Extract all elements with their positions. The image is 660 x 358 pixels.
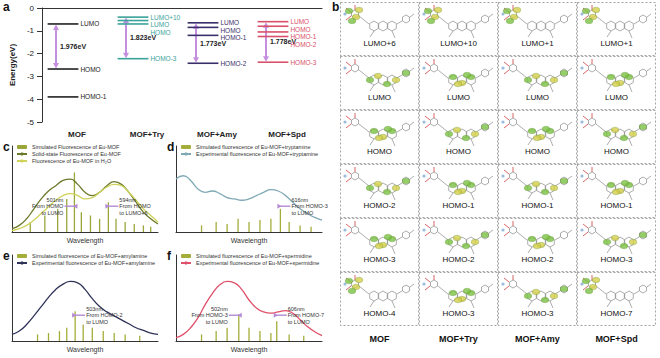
svg-text:c: c [3, 140, 10, 154]
svg-text:502nm: 502nm [211, 306, 228, 312]
svg-text:Wavelength: Wavelength [231, 346, 268, 354]
svg-text:to LUMO: to LUMO [41, 210, 64, 216]
svg-text:HOMO-3: HOMO-3 [290, 59, 316, 66]
svg-text:Energy(eV): Energy(eV) [8, 44, 17, 87]
svg-text:LUMO: LUMO [220, 19, 239, 26]
svg-text:HOMO-4: HOMO-4 [364, 309, 397, 318]
svg-text:HOMO-1: HOMO-1 [220, 34, 246, 41]
svg-text:From HOMO-2: From HOMO-2 [86, 312, 122, 318]
svg-text:0: 0 [30, 4, 35, 13]
svg-text:HOMO: HOMO [220, 27, 240, 34]
svg-text:HOMO-1: HOMO-1 [290, 33, 316, 40]
svg-text:LUMO: LUMO [526, 93, 549, 102]
svg-text:a: a [3, 0, 10, 14]
svg-text:LUMO: LUMO [605, 93, 628, 102]
svg-text:-2: -2 [27, 49, 35, 58]
svg-text:HOMO-2: HOMO-2 [522, 255, 555, 264]
svg-text:Fluorescence of Eu-MOF in H₂O: Fluorescence of Eu-MOF in H₂O [32, 158, 112, 164]
svg-text:LUMO: LUMO [80, 20, 99, 27]
svg-text:b: b [332, 0, 339, 14]
svg-text:Wavelength: Wavelength [67, 346, 104, 354]
svg-text:From HOMO-3: From HOMO-3 [191, 312, 227, 318]
svg-text:HOMO-3: HOMO-3 [522, 309, 555, 318]
svg-text:-4: -4 [27, 95, 35, 104]
svg-text:to LUMO: to LUMO [86, 319, 109, 325]
svg-text:HOMO-2: HOMO-2 [220, 60, 246, 67]
svg-text:606nm: 606nm [288, 306, 305, 312]
svg-text:503nm: 503nm [86, 306, 103, 312]
svg-text:HOMO-3: HOMO-3 [364, 255, 397, 264]
svg-text:Simulated fluorescence of Eu-M: Simulated fluorescence of Eu-MOF+amylami… [32, 253, 147, 259]
svg-text:LUMO: LUMO [447, 93, 470, 102]
svg-text:1.773eV: 1.773eV [200, 39, 227, 47]
svg-text:1.976eV: 1.976eV [60, 43, 86, 50]
svg-text:MOF: MOF [68, 130, 86, 139]
svg-text:HOMO: HOMO [290, 26, 310, 33]
svg-text:HOMO: HOMO [80, 66, 100, 73]
svg-text:HOMO-2: HOMO-2 [290, 41, 316, 48]
svg-text:LUMO: LUMO [150, 21, 169, 28]
svg-text:to LUMO: to LUMO [206, 319, 229, 325]
svg-text:LUMO+6: LUMO+6 [363, 39, 396, 48]
svg-text:Experimental fluorescence of E: Experimental fluorescence of Eu-MOF+amyl… [32, 260, 155, 266]
svg-text:to LUMO: to LUMO [288, 319, 311, 325]
svg-text:Simulated Fluorescence of Eu-M: Simulated Fluorescence of Eu-MOF [32, 144, 120, 150]
svg-text:MOF: MOF [370, 334, 390, 344]
svg-text:HOMO: HOMO [367, 147, 392, 156]
svg-text:HOMO-1: HOMO-1 [522, 201, 555, 210]
svg-text:LUMO: LUMO [368, 93, 391, 102]
svg-text:HOMO-2: HOMO-2 [443, 255, 476, 264]
svg-text:MOF+Try: MOF+Try [439, 334, 478, 344]
svg-text:HOMO-2: HOMO-2 [364, 201, 397, 210]
svg-text:Wavelength: Wavelength [67, 237, 104, 245]
svg-text:MOF+Spd: MOF+Spd [268, 130, 306, 139]
svg-text:-3: -3 [27, 72, 35, 81]
svg-text:HOMO: HOMO [150, 29, 170, 36]
svg-text:HOMO-3: HOMO-3 [443, 309, 476, 318]
svg-text:LUMO+10: LUMO+10 [440, 39, 477, 48]
svg-text:Simulated fluorescence of Eu-M: Simulated fluorescence of Eu-MOF+spermid… [196, 253, 312, 259]
svg-text:e: e [3, 249, 10, 263]
svg-text:HOMO-1: HOMO-1 [80, 93, 106, 100]
svg-text:to LUMO: to LUMO [291, 210, 314, 216]
svg-text:f: f [167, 249, 172, 263]
svg-text:HOMO-1: HOMO-1 [601, 201, 634, 210]
svg-text:-5: -5 [27, 118, 35, 127]
svg-text:1.778eV: 1.778eV [270, 38, 297, 46]
svg-text:MOF+Amy: MOF+Amy [197, 130, 237, 139]
svg-text:HOMO-3: HOMO-3 [601, 255, 634, 264]
svg-text:From HOMO: From HOMO [32, 203, 64, 209]
svg-text:HOMO-3: HOMO-3 [150, 55, 176, 62]
svg-text:MOF+Amy: MOF+Amy [515, 334, 560, 344]
svg-text:Experimental fluorescence of E: Experimental fluorescence of Eu-MOF+tryp… [196, 151, 318, 157]
svg-text:HOMO-1: HOMO-1 [443, 201, 476, 210]
svg-text:LUMO+1: LUMO+1 [600, 39, 633, 48]
svg-text:LUMO+1: LUMO+1 [521, 39, 554, 48]
svg-text:HOMO: HOMO [525, 147, 550, 156]
svg-text:-1: -1 [27, 26, 35, 35]
svg-text:LUMO: LUMO [290, 18, 309, 25]
svg-text:1.823eV: 1.823eV [130, 34, 157, 42]
svg-text:501nm: 501nm [47, 197, 64, 203]
svg-text:From HOMO-7: From HOMO-7 [288, 312, 324, 318]
svg-text:Experimental fluorescence of E: Experimental fluorescence of Eu-MOF+sper… [196, 260, 319, 266]
svg-text:Wavelength: Wavelength [231, 237, 268, 245]
svg-text:HOMO: HOMO [446, 147, 471, 156]
svg-text:to LUMO+6: to LUMO+6 [119, 210, 147, 216]
svg-text:HOMO: HOMO [604, 147, 629, 156]
svg-text:From HOMO: From HOMO [119, 203, 151, 209]
svg-text:LUMO+10: LUMO+10 [150, 14, 180, 21]
svg-text:HOMO-7: HOMO-7 [601, 309, 634, 318]
svg-text:From HOMO-3: From HOMO-3 [291, 203, 327, 209]
svg-text:MOF+Spd: MOF+Spd [595, 334, 637, 344]
svg-text:d: d [167, 140, 174, 154]
svg-text:Simulated fluorescence of Eu-M: Simulated fluorescence of Eu-MOF+tryptam… [196, 144, 310, 150]
svg-text:MOF+Try: MOF+Try [130, 130, 165, 139]
svg-text:Solid-state Fluorescence of Eu: Solid-state Fluorescence of Eu-MOF [32, 151, 122, 157]
svg-text:616nm: 616nm [291, 197, 308, 203]
svg-text:594nm: 594nm [119, 197, 136, 203]
